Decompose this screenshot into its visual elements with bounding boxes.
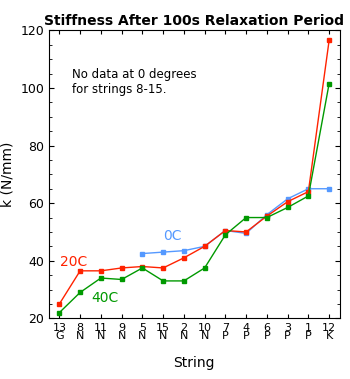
Text: 13: 13 bbox=[52, 323, 66, 333]
Text: P: P bbox=[305, 331, 312, 341]
Text: 40C: 40C bbox=[92, 291, 119, 305]
Text: N: N bbox=[201, 331, 209, 341]
Text: 15: 15 bbox=[156, 323, 170, 333]
Y-axis label: k (N/mm): k (N/mm) bbox=[1, 142, 15, 207]
Text: 11: 11 bbox=[94, 323, 108, 333]
Text: P: P bbox=[284, 331, 291, 341]
Text: P: P bbox=[222, 331, 229, 341]
Text: 10: 10 bbox=[198, 323, 212, 333]
Text: No data at 0 degrees
for strings 8-15.: No data at 0 degrees for strings 8-15. bbox=[72, 68, 197, 96]
Text: 3: 3 bbox=[284, 323, 291, 333]
Text: P: P bbox=[243, 331, 250, 341]
Title: Stiffness After 100s Relaxation Period: Stiffness After 100s Relaxation Period bbox=[44, 14, 344, 28]
Text: 8: 8 bbox=[77, 323, 84, 333]
Text: 5: 5 bbox=[139, 323, 146, 333]
Text: N: N bbox=[97, 331, 105, 341]
Text: 1: 1 bbox=[305, 323, 312, 333]
Text: N: N bbox=[159, 331, 167, 341]
Text: 12: 12 bbox=[322, 323, 336, 333]
Text: K: K bbox=[326, 331, 333, 341]
Text: 20C: 20C bbox=[61, 255, 88, 269]
Text: 9: 9 bbox=[118, 323, 125, 333]
Text: String: String bbox=[174, 356, 215, 370]
Text: 4: 4 bbox=[243, 323, 250, 333]
Text: 6: 6 bbox=[263, 323, 270, 333]
Text: N: N bbox=[180, 331, 188, 341]
Text: 2: 2 bbox=[180, 323, 188, 333]
Text: N: N bbox=[138, 331, 147, 341]
Text: N: N bbox=[118, 331, 126, 341]
Text: G: G bbox=[55, 331, 64, 341]
Text: 7: 7 bbox=[222, 323, 229, 333]
Text: P: P bbox=[264, 331, 270, 341]
Text: 0C: 0C bbox=[163, 229, 182, 243]
Text: N: N bbox=[76, 331, 84, 341]
